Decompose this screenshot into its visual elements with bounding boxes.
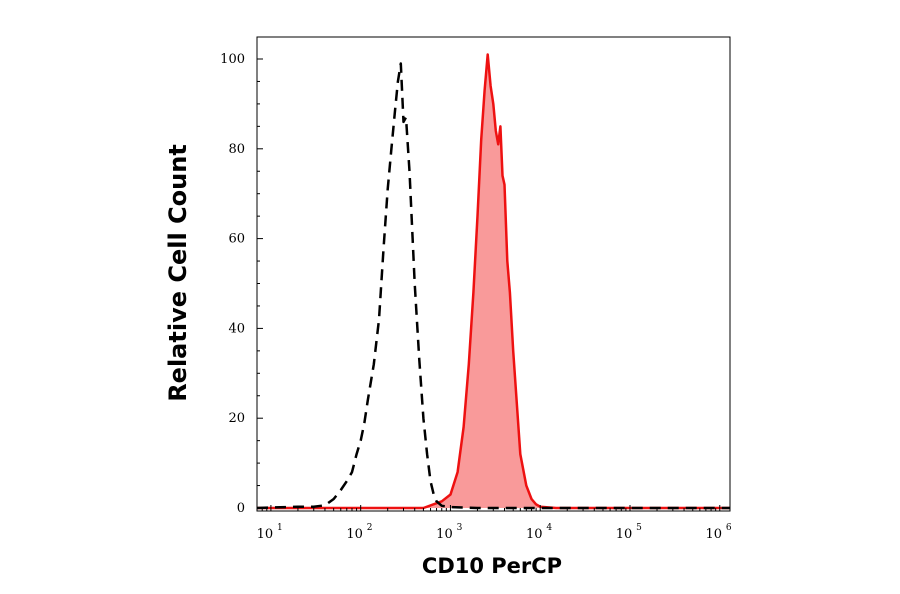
y-tick-label: 20 — [228, 411, 245, 426]
y-tick-label: 80 — [228, 142, 245, 157]
x-tick-exponent: 5 — [636, 523, 642, 533]
y-tick-label: 100 — [220, 52, 245, 67]
x-tick-label: 10 — [346, 527, 363, 542]
x-tick-label: 10 — [705, 527, 722, 542]
x-tick-label: 10 — [257, 527, 274, 542]
isotype-control-line — [256, 62, 730, 510]
x-tick-exponent: 4 — [546, 523, 552, 533]
stained-sample-line — [257, 53, 730, 510]
x-tick-label: 10 — [616, 527, 633, 542]
x-tick-exponent: 3 — [457, 523, 463, 533]
y-axis-label: Relative Cell Count — [164, 144, 192, 402]
x-tick-exponent: 2 — [367, 523, 373, 533]
y-tick-label: 0 — [237, 501, 245, 516]
y-tick-label: 40 — [228, 321, 245, 336]
x-axis-label: CD10 PerCP — [422, 554, 562, 578]
x-tick-exponent: 1 — [277, 523, 283, 533]
y-tick-label: 60 — [228, 232, 245, 247]
stained-sample-area — [257, 54, 730, 508]
x-tick-label: 10 — [526, 527, 543, 542]
y-axis: 0 20 40 60 80 100 — [220, 52, 263, 516]
x-axis: 10 1 10 2 10 3 10 4 10 5 10 6 — [257, 505, 732, 542]
x-tick-exponent: 6 — [726, 523, 732, 533]
x-tick-label: 10 — [436, 527, 453, 542]
